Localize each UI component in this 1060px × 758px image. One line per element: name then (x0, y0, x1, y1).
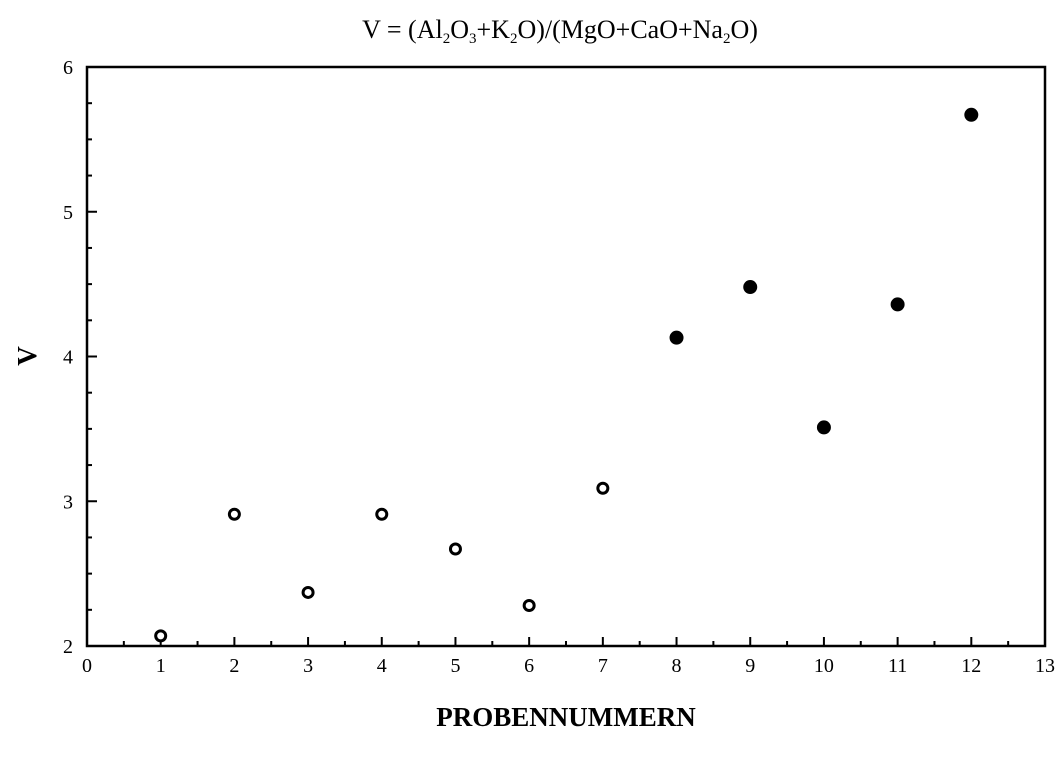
data-point-open (448, 542, 462, 556)
x-tick-label: 8 (672, 655, 682, 677)
y-tick-label: 4 (63, 347, 73, 369)
y-axis-label: V (12, 346, 42, 366)
y-tick-label: 3 (63, 491, 73, 513)
x-axis-label: PROBENNUMMERN (436, 702, 696, 732)
x-tick-label: 4 (377, 655, 387, 677)
x-axis-ticks: 0 1 2 3 4 5 6 7 8 9 10 11 12 13 (82, 637, 1055, 677)
data-point-filled (890, 297, 905, 312)
x-tick-label: 12 (961, 655, 981, 677)
data-points (154, 107, 979, 643)
x-tick-label: 13 (1035, 655, 1055, 677)
x-tick-label: 5 (450, 655, 460, 677)
y-tick-label: 5 (63, 202, 73, 224)
y-tick-label: 2 (63, 636, 73, 658)
x-tick-label: 2 (229, 655, 239, 677)
data-point-filled (743, 280, 758, 295)
x-tick-label: 11 (888, 655, 907, 677)
data-point-open (301, 585, 315, 599)
x-tick-label: 10 (814, 655, 834, 677)
data-point-filled (964, 107, 979, 122)
data-point-open (522, 598, 536, 612)
data-point-filled (816, 420, 831, 435)
data-point-open (154, 629, 168, 643)
plot-frame (85, 65, 1047, 648)
data-point-open (375, 507, 389, 521)
y-axis-ticks: 2 3 4 5 6 (63, 57, 97, 658)
x-tick-label: 9 (745, 655, 755, 677)
x-tick-label: 6 (524, 655, 534, 677)
chart-title: V = (Al2O3+K2O)/(MgO+CaO+Na2O) (362, 15, 758, 47)
x-tick-label: 3 (303, 655, 313, 677)
data-point-open (227, 507, 241, 521)
x-tick-label: 1 (156, 655, 166, 677)
x-tick-label: 7 (598, 655, 608, 677)
data-point-open (596, 481, 610, 495)
data-point-filled (669, 330, 684, 345)
x-tick-label: 0 (82, 655, 92, 677)
y-tick-label: 6 (63, 57, 73, 79)
